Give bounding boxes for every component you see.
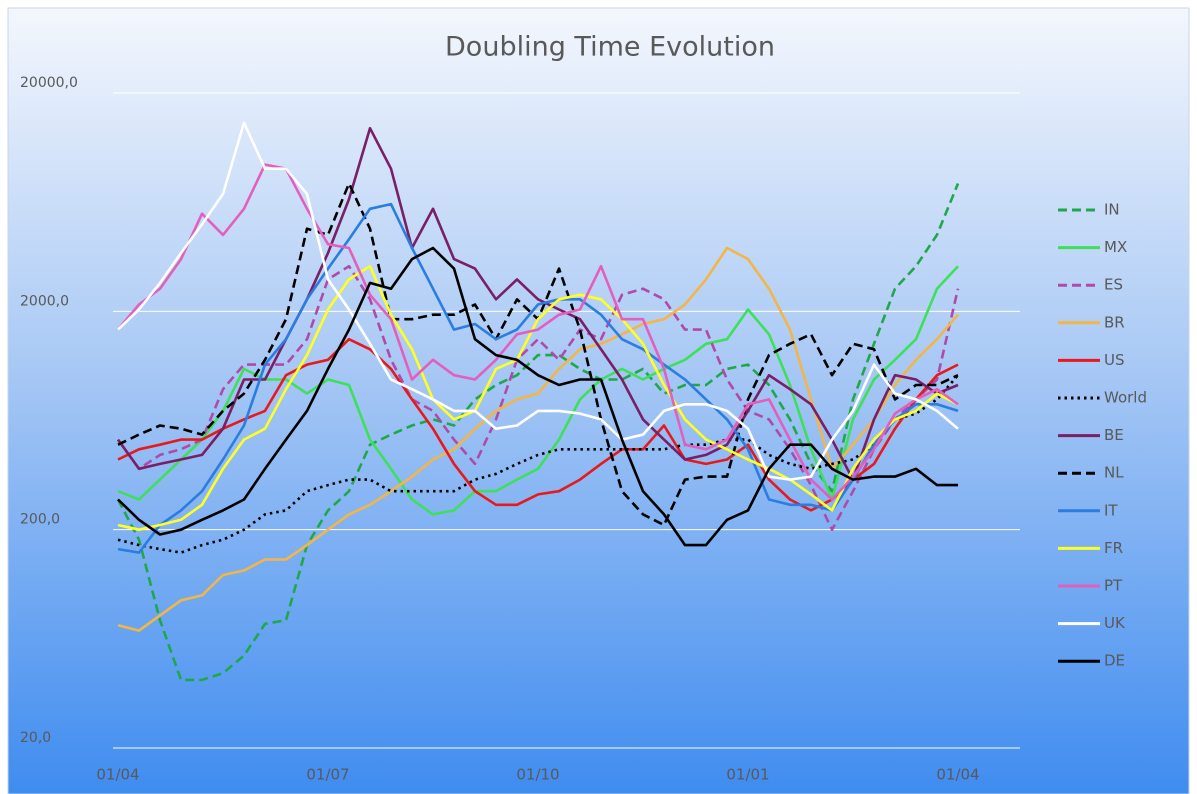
legend-label: NL (1104, 464, 1124, 482)
x-tick-label: 01/07 (306, 766, 349, 784)
series-line (117, 246, 959, 632)
y-tick-label: 2000,0 (20, 293, 69, 309)
legend-label: ES (1104, 276, 1123, 294)
x-tick-label: 01/01 (726, 766, 769, 784)
series-line (117, 121, 959, 481)
legend-label: US (1104, 351, 1125, 369)
series-line (117, 163, 959, 501)
chart-title: Doubling Time Evolution (445, 32, 775, 63)
chart-background (7, 7, 1190, 794)
y-tick-label: 20,0 (20, 730, 51, 746)
series-line (117, 202, 959, 554)
series-line (117, 374, 959, 554)
y-tick-label: 20000,0 (20, 75, 78, 91)
series-line (116, 183, 960, 682)
series-line (116, 126, 959, 481)
legend-label: UK (1104, 614, 1126, 632)
x-tick-label: 01/04 (96, 766, 139, 784)
y-tick-label: 200,0 (20, 512, 60, 528)
series-line (117, 264, 959, 531)
x-tick-label: 01/10 (516, 766, 559, 784)
legend-label: BR (1104, 313, 1125, 331)
x-tick-label: 01/04 (936, 766, 979, 784)
series-line (117, 246, 958, 547)
legend-label: DE (1104, 652, 1125, 670)
legend-label: World (1104, 389, 1147, 407)
legend-label: FR (1104, 539, 1123, 557)
legend-label: BE (1104, 426, 1124, 444)
legend-label: IT (1104, 501, 1118, 519)
legend-label: IN (1104, 201, 1120, 219)
legend-label: MX (1104, 238, 1127, 256)
legend-label: PT (1104, 577, 1123, 595)
